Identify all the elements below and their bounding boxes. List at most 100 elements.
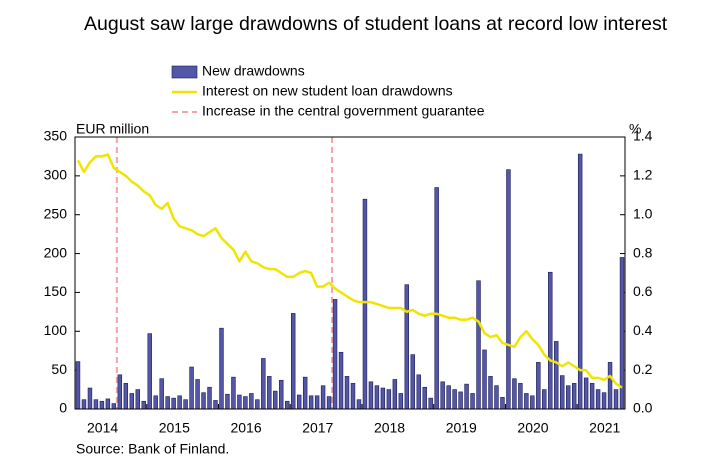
y2-tick-label: 1.2 (633, 167, 653, 183)
y-tick-label: 350 (44, 128, 68, 144)
legend-label: Increase in the central government guara… (202, 103, 485, 119)
bar (601, 392, 607, 410)
bar (458, 391, 463, 410)
bar (583, 377, 589, 410)
bar (488, 376, 493, 410)
y2-axis-label: % (629, 121, 641, 137)
plot-frame (74, 136, 626, 410)
bar (99, 400, 105, 410)
y2-tick-label: 0.6 (633, 283, 653, 299)
bar (386, 389, 392, 410)
y-tick-label: 200 (44, 244, 68, 260)
bar (446, 385, 451, 410)
bar (87, 387, 93, 410)
x-tick-label: 2018 (374, 420, 405, 436)
bar (147, 333, 152, 410)
bar (524, 393, 529, 410)
bar (440, 381, 445, 410)
bar (105, 398, 111, 410)
bar (350, 383, 356, 410)
bar (189, 366, 194, 410)
bar (571, 383, 577, 410)
bar (380, 387, 386, 410)
y-tick-label: 0 (59, 400, 67, 416)
bar (344, 376, 350, 410)
bar (530, 395, 535, 410)
bar (213, 400, 218, 410)
bar (392, 379, 398, 410)
bar (536, 362, 541, 410)
bar (165, 396, 170, 410)
bar (326, 396, 332, 410)
bar (255, 399, 260, 410)
bar (416, 374, 421, 410)
bar (542, 389, 547, 410)
bar (207, 386, 212, 410)
bar (111, 403, 117, 410)
source: Source: Bank of Finland. (76, 441, 229, 457)
y2-tick-label: 1.0 (633, 205, 653, 221)
x-tick-label: 2021 (589, 420, 620, 436)
bar (243, 396, 248, 410)
bar (93, 399, 99, 410)
bar (404, 284, 410, 410)
x-tick-label: 2015 (159, 420, 190, 436)
bar (141, 400, 146, 410)
bar (153, 395, 158, 410)
x-tick-label: 2020 (517, 420, 548, 436)
bar (135, 389, 140, 410)
bar (338, 351, 344, 410)
bar (506, 169, 511, 410)
bar (565, 385, 571, 410)
bar (279, 379, 284, 410)
bar (285, 400, 290, 410)
bar (476, 280, 481, 410)
bar (589, 383, 595, 410)
bar (302, 376, 308, 410)
y-axis-label: EUR million (76, 121, 149, 137)
bar (374, 385, 380, 410)
bar (500, 397, 505, 410)
bar (332, 299, 338, 410)
bar (123, 383, 129, 410)
bar (434, 187, 439, 410)
bar (482, 349, 487, 410)
bar (320, 385, 326, 410)
bar (225, 393, 230, 410)
bar (183, 399, 188, 410)
legend-label: Interest on new student loan drawdowns (202, 83, 453, 99)
bar (81, 399, 87, 410)
bar (422, 386, 427, 410)
bar (290, 313, 296, 410)
y2-tick-label: 1.4 (633, 128, 653, 144)
y-tick-label: 300 (44, 167, 68, 183)
x-tick-label: 2016 (230, 420, 261, 436)
bar (117, 374, 123, 410)
bar (195, 379, 200, 410)
bar (231, 376, 236, 410)
y2-tick-label: 0.4 (633, 322, 653, 338)
bar (273, 390, 278, 410)
x-tick-label: 2014 (87, 420, 118, 436)
bar (464, 383, 469, 410)
bar (362, 198, 368, 410)
bar (296, 394, 302, 410)
bar (308, 395, 314, 410)
bar (428, 397, 433, 410)
bar (314, 395, 320, 410)
y2-tick-label: 0.0 (633, 400, 653, 416)
bar (518, 383, 523, 410)
bar (356, 399, 362, 410)
bar (368, 381, 374, 410)
legend-swatch (171, 65, 198, 79)
bar (237, 394, 242, 410)
bar (249, 393, 254, 410)
y-tick-label: 250 (44, 205, 68, 221)
bar (177, 395, 182, 410)
bar (159, 378, 164, 410)
bar (470, 393, 475, 410)
bar (452, 389, 457, 410)
line (76, 153, 623, 389)
y-tick-label: 100 (44, 322, 68, 338)
